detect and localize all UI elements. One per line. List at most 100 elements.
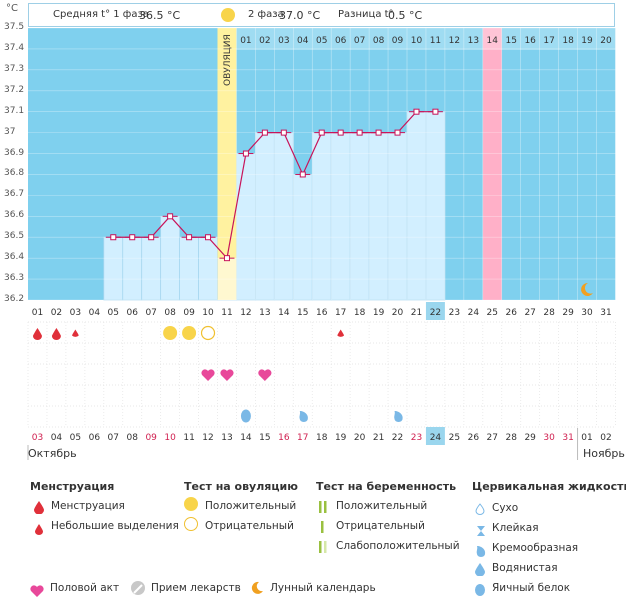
cycle-day-label: 04 (89, 308, 101, 318)
y-tick-label: 36.3 (4, 273, 25, 284)
temp-point-day-10 (205, 234, 212, 241)
top-day-label: 09 (392, 36, 404, 46)
date-label: 03 (32, 433, 43, 443)
top-day-label: 01 (240, 36, 251, 46)
date-label: 28 (505, 433, 517, 443)
pregnancy-positive-icon (318, 498, 328, 517)
cycle-day-label: 20 (392, 308, 404, 318)
temp-bar-day-5 (103, 236, 124, 301)
cycle-day-label: 10 (202, 308, 214, 318)
cycle-day-label: 22 (430, 308, 441, 318)
legend-intercourse: Половой акт (50, 582, 120, 594)
cycle-day-label: 14 (278, 308, 290, 318)
sticky-icon (476, 522, 486, 541)
y-tick-label: 36.6 (4, 210, 25, 221)
temp-point-day-13 (261, 129, 268, 136)
summary-header: Средняя t° 1 фаза 36.5 °C 2 фаза 37.0 °C… (28, 3, 615, 27)
top-day-label: 08 (373, 36, 385, 46)
date-label: 26 (468, 433, 480, 443)
cycle-day-label: 31 (600, 308, 611, 318)
date-label: 21 (373, 433, 384, 443)
heart-icon (30, 582, 44, 601)
ovulation-test-positive-mark (182, 326, 197, 340)
y-unit-label: °C (6, 3, 18, 14)
today-box (425, 302, 445, 320)
top-day-label: 04 (297, 36, 309, 46)
ovulation-bar (217, 258, 237, 300)
menstruation-mark (72, 329, 79, 337)
small-discharge-mark (337, 329, 345, 337)
today-date-box (425, 427, 445, 445)
bbt-chart: ОВУЛЯЦИЯ 01 02 03 04 05 06 07 08 09 10 11 12 13 14 15 16… (27, 27, 616, 460)
cycle-day-label: 07 (145, 308, 156, 318)
moon-marker (581, 282, 594, 296)
legend-small-discharge: Небольшие выделения (51, 520, 179, 532)
date-label: 17 (297, 433, 308, 443)
top-day-label: 10 (411, 36, 423, 46)
egg-white-mark (240, 409, 251, 423)
cycle-day-label: 17 (335, 308, 346, 318)
date-label: 23 (411, 433, 422, 443)
intercourse-mark (220, 369, 234, 381)
y-tick-label: 37.4 (4, 42, 25, 53)
temp-bar-day-12 (236, 153, 256, 301)
date-label: 08 (126, 433, 138, 443)
phase2-value: 37.0 °C (279, 9, 321, 22)
top-day-label: 14 (487, 36, 499, 46)
egg-white-icon (475, 581, 485, 600)
ovulation-negative-icon (184, 517, 198, 531)
cycle-day-label: 08 (164, 308, 176, 318)
top-day-label: 05 (316, 36, 327, 46)
legend-menstruation: Менструация (51, 500, 125, 512)
legend-sticky: Клейкая (492, 522, 539, 534)
top-day-label: 03 (278, 36, 289, 46)
intercourse-mark (201, 369, 215, 381)
y-tick-label: 37 (4, 126, 16, 137)
temp-bar-day-9 (179, 236, 199, 301)
temp-point-day-5 (110, 234, 117, 241)
date-label: 01 (581, 433, 592, 443)
date-label: 31 (562, 433, 573, 443)
cycle-day-label: 09 (183, 308, 195, 318)
watery-icon (475, 561, 485, 580)
date-label: 30 (543, 433, 555, 443)
cycle-day-label: 15 (297, 308, 308, 318)
legend-cervical-title: Цервикальная жидкость (472, 480, 626, 493)
ovulation-test-negative-mark (200, 325, 216, 341)
ovulation-positive-icon (184, 497, 198, 511)
date-label: 10 (164, 433, 176, 443)
cycle-day-label: 21 (411, 308, 422, 318)
y-tick-label: 37.3 (4, 63, 25, 74)
legend-ovulation-positive: Положительный (205, 500, 297, 512)
y-tick-label: 36.2 (4, 294, 25, 304)
top-day-label: 07 (354, 36, 365, 46)
cycle-day-label: 29 (562, 308, 574, 318)
cycle-day-label: 12 (240, 308, 251, 318)
date-label: 27 (487, 433, 498, 443)
menstruation-mark (32, 328, 42, 340)
cycle-day-label: 25 (487, 308, 498, 318)
menstruation-mark (51, 328, 61, 340)
cycle-day-label: 27 (524, 308, 535, 318)
phase2-label: 2 фаза (248, 9, 284, 20)
date-label: 14 (240, 433, 252, 443)
top-day-label: 18 (562, 36, 574, 46)
top-labels-bg (236, 28, 616, 50)
moon-icon (250, 580, 264, 599)
temp-point-day-12 (242, 150, 249, 157)
legend-pregnancy-positive: Положительный (336, 500, 428, 512)
cycle-day-label: 05 (108, 308, 119, 318)
creamy-icon (474, 542, 486, 561)
ovulation-test-positive-mark (163, 326, 178, 340)
date-label: 29 (524, 433, 536, 443)
intercourse-mark (258, 369, 272, 381)
temp-point-day-14 (280, 129, 287, 136)
top-day-label: 20 (600, 36, 612, 46)
y-tick-label: 37.5 (4, 22, 25, 32)
pregnancy-weak-icon (318, 538, 328, 557)
diff-label: Разница t° (338, 9, 394, 20)
month-end-label: Ноябрь (583, 447, 625, 460)
phase1-value: 36.5 °C (139, 9, 181, 22)
date-label: 02 (600, 433, 611, 443)
legend-pregnancy-negative: Отрицательный (336, 520, 425, 532)
